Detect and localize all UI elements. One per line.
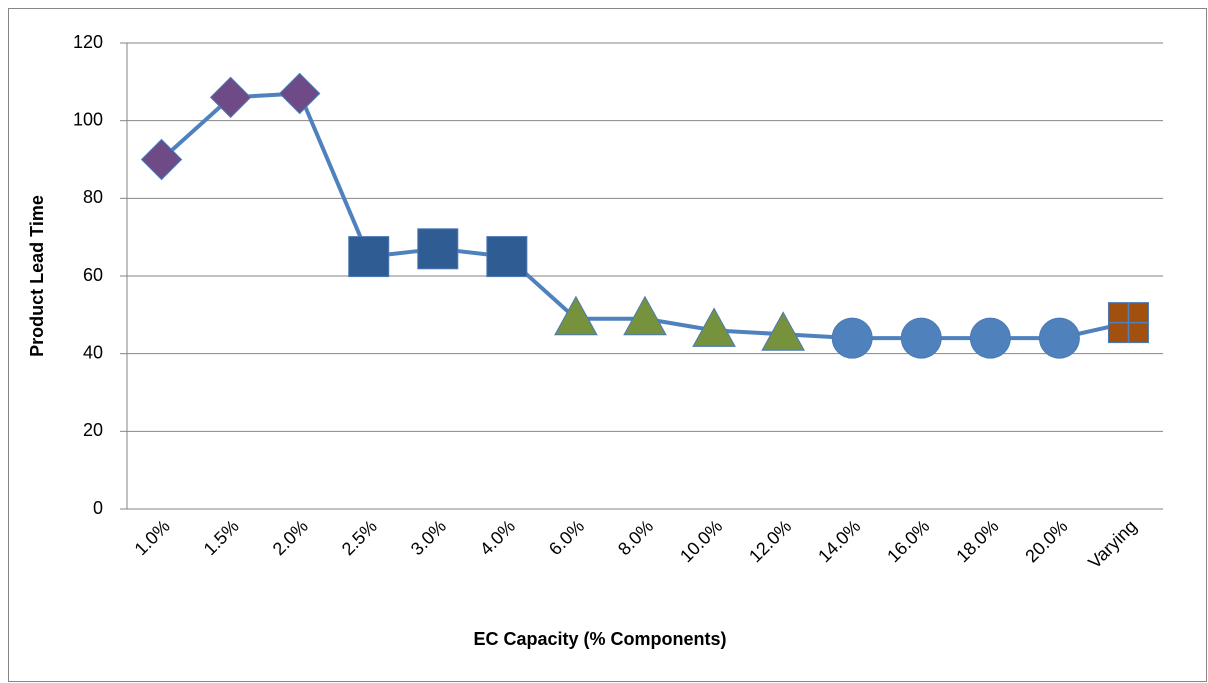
marker xyxy=(761,311,805,351)
y-tick-label: 120 xyxy=(73,32,103,52)
x-tick-label: 2.0% xyxy=(269,516,312,559)
x-tick-label: 14.0% xyxy=(814,516,864,566)
x-tick-label: 16.0% xyxy=(883,516,933,566)
y-tick-label: 100 xyxy=(73,109,103,129)
x-tick-label: 8.0% xyxy=(614,516,657,559)
x-tick-label: 1.5% xyxy=(200,516,243,559)
y-tick-label: 0 xyxy=(93,498,103,518)
x-tick-label: 2.5% xyxy=(338,516,381,559)
marker xyxy=(486,236,528,278)
chart-border xyxy=(8,8,1207,682)
marker xyxy=(900,317,942,359)
x-tick-label: 4.0% xyxy=(476,516,519,559)
y-tick-label: 60 xyxy=(83,265,103,285)
x-tick-label: Varying xyxy=(1084,516,1140,572)
marker xyxy=(348,236,390,278)
marker xyxy=(278,72,321,115)
marker xyxy=(831,317,873,359)
marker xyxy=(209,76,252,119)
y-axis-title: Product Lead Time xyxy=(27,195,47,357)
x-tick-label: 12.0% xyxy=(745,516,795,566)
marker xyxy=(1038,317,1080,359)
marker xyxy=(554,295,598,336)
x-axis-title: EC Capacity (% Components) xyxy=(473,629,726,649)
y-tick-label: 40 xyxy=(83,342,103,362)
marker xyxy=(140,138,183,181)
marker xyxy=(417,228,459,270)
x-tick-label: 6.0% xyxy=(545,516,588,559)
x-tick-label: 10.0% xyxy=(676,516,726,566)
marker xyxy=(969,317,1011,359)
y-tick-label: 20 xyxy=(83,420,103,440)
marker xyxy=(623,295,667,336)
x-tick-label: 18.0% xyxy=(952,516,1002,566)
y-tick-label: 80 xyxy=(83,187,103,207)
x-tick-label: 3.0% xyxy=(407,516,450,559)
x-tick-label: 20.0% xyxy=(1021,516,1071,566)
x-tick-label: 1.0% xyxy=(131,516,174,559)
marker xyxy=(692,307,736,347)
